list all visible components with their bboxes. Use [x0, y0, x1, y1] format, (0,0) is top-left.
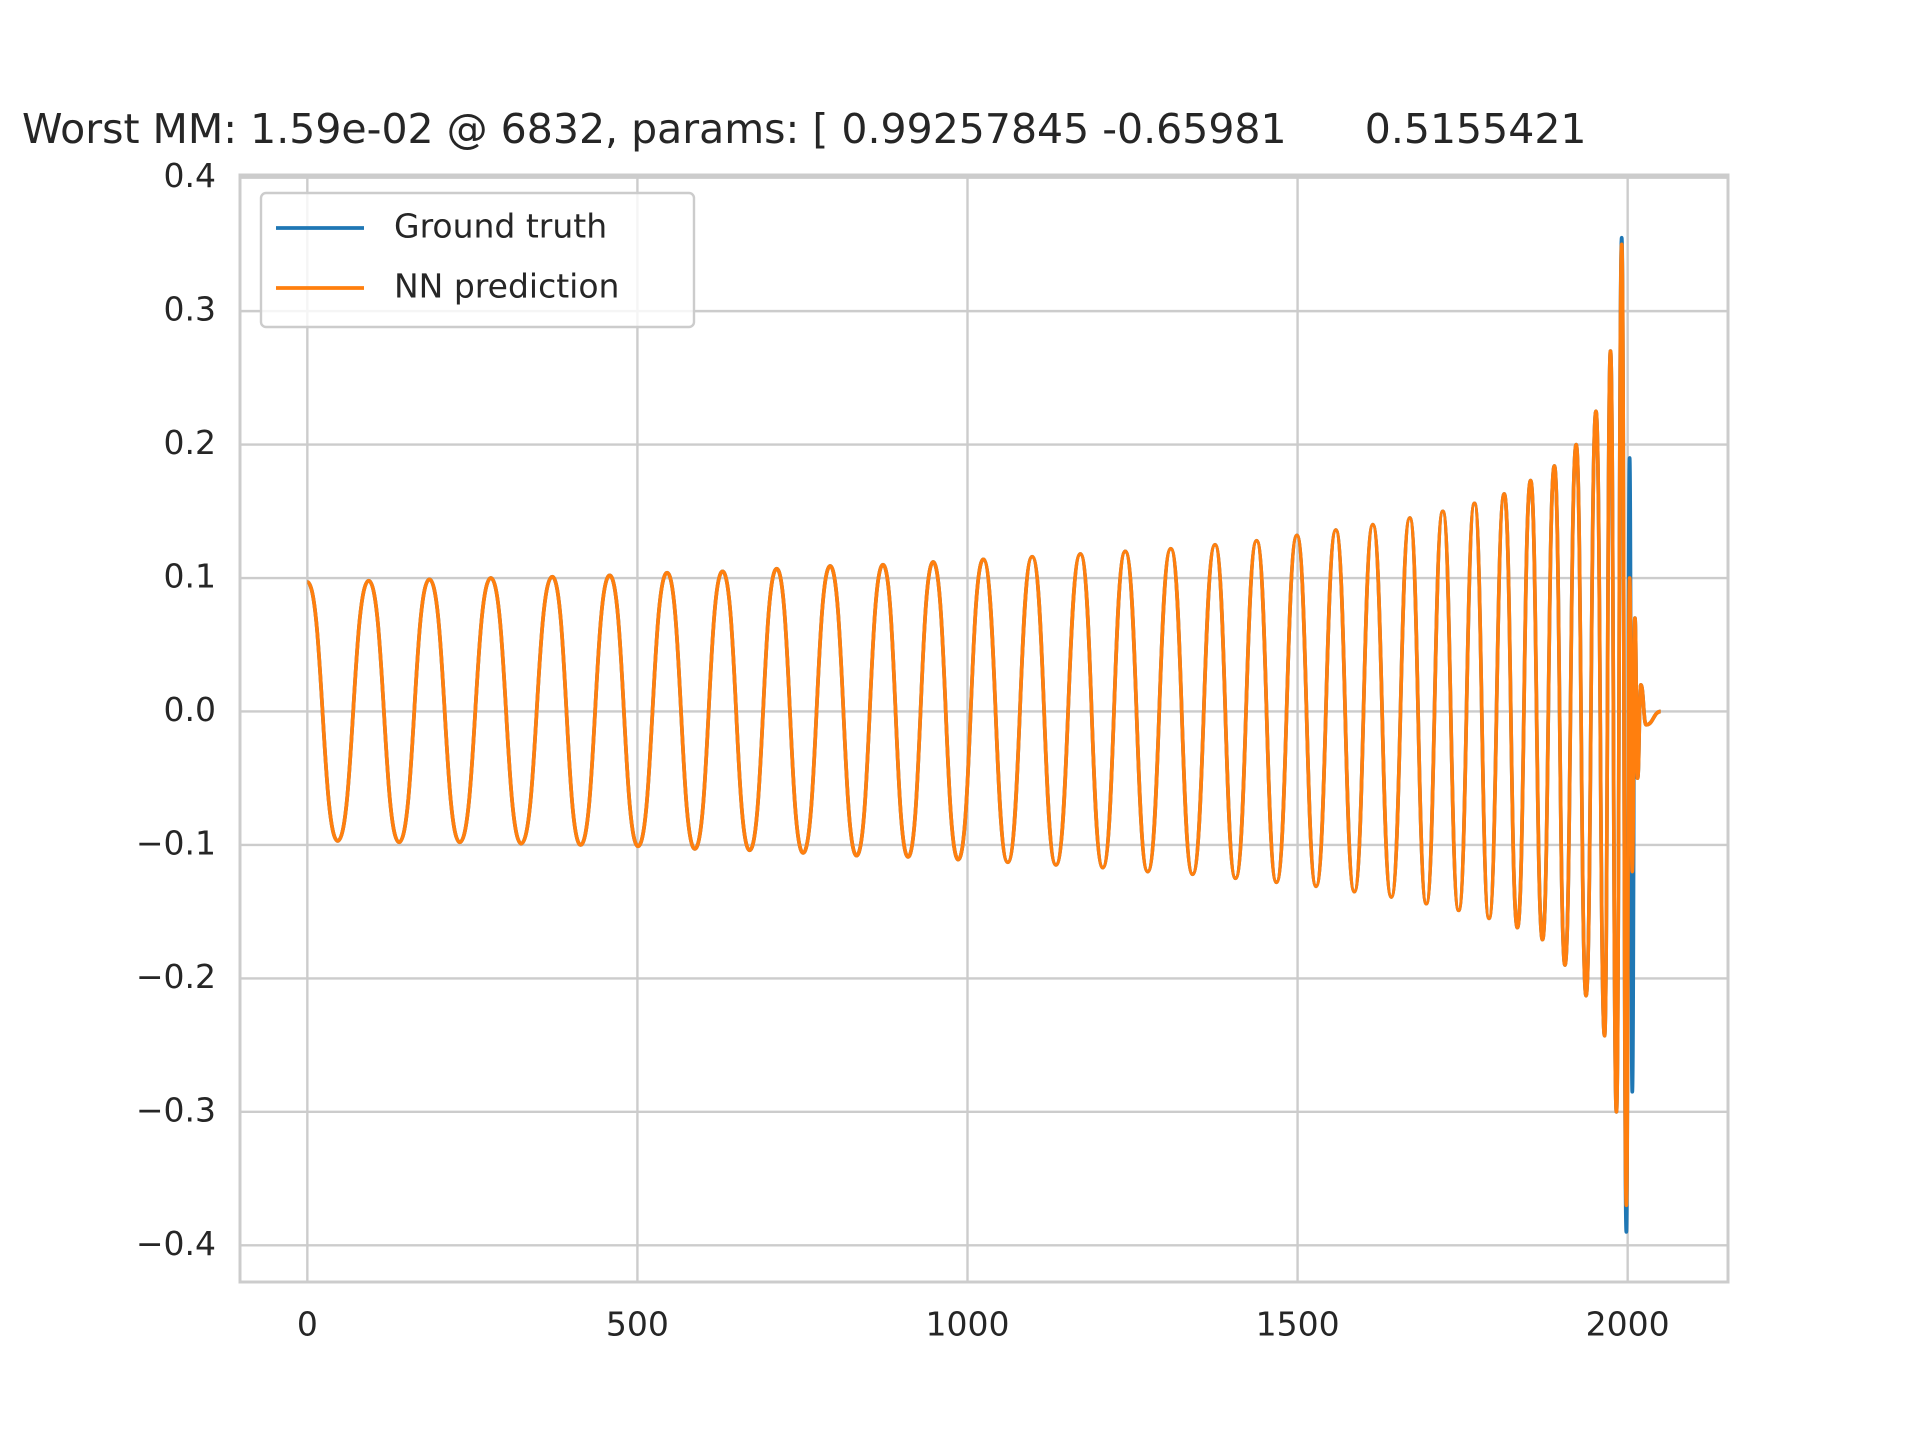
x-tick-label: 1000	[926, 1305, 1010, 1344]
legend: Ground truth NN prediction	[259, 191, 696, 329]
y-tick-label: 0.3	[164, 290, 216, 329]
y-tick-label: −0.4	[136, 1224, 216, 1263]
x-tick-label: 500	[606, 1305, 669, 1344]
x-tick-label: 2000	[1586, 1305, 1670, 1344]
y-tick-label: 0.0	[164, 690, 216, 729]
legend-label: Ground truth	[394, 207, 607, 246]
legend-label: NN prediction	[394, 267, 619, 306]
x-tick-label: 0	[297, 1305, 318, 1344]
y-tick-label: −0.1	[136, 823, 216, 862]
legend-box	[259, 191, 696, 329]
y-tick-label: −0.2	[136, 957, 216, 996]
y-tick-label: 0.4	[164, 156, 216, 195]
plot-frame	[238, 173, 1730, 1284]
y-tick-label: 0.1	[164, 557, 216, 596]
chart-title: Worst MM: 1.59e-02 @ 6832, params: [ 0.9…	[22, 105, 1587, 153]
y-tick-label: 0.2	[164, 423, 216, 462]
x-tick-label: 1500	[1256, 1305, 1340, 1344]
data-line	[305, 242, 1662, 1208]
y-tick-label: −0.3	[136, 1090, 216, 1129]
